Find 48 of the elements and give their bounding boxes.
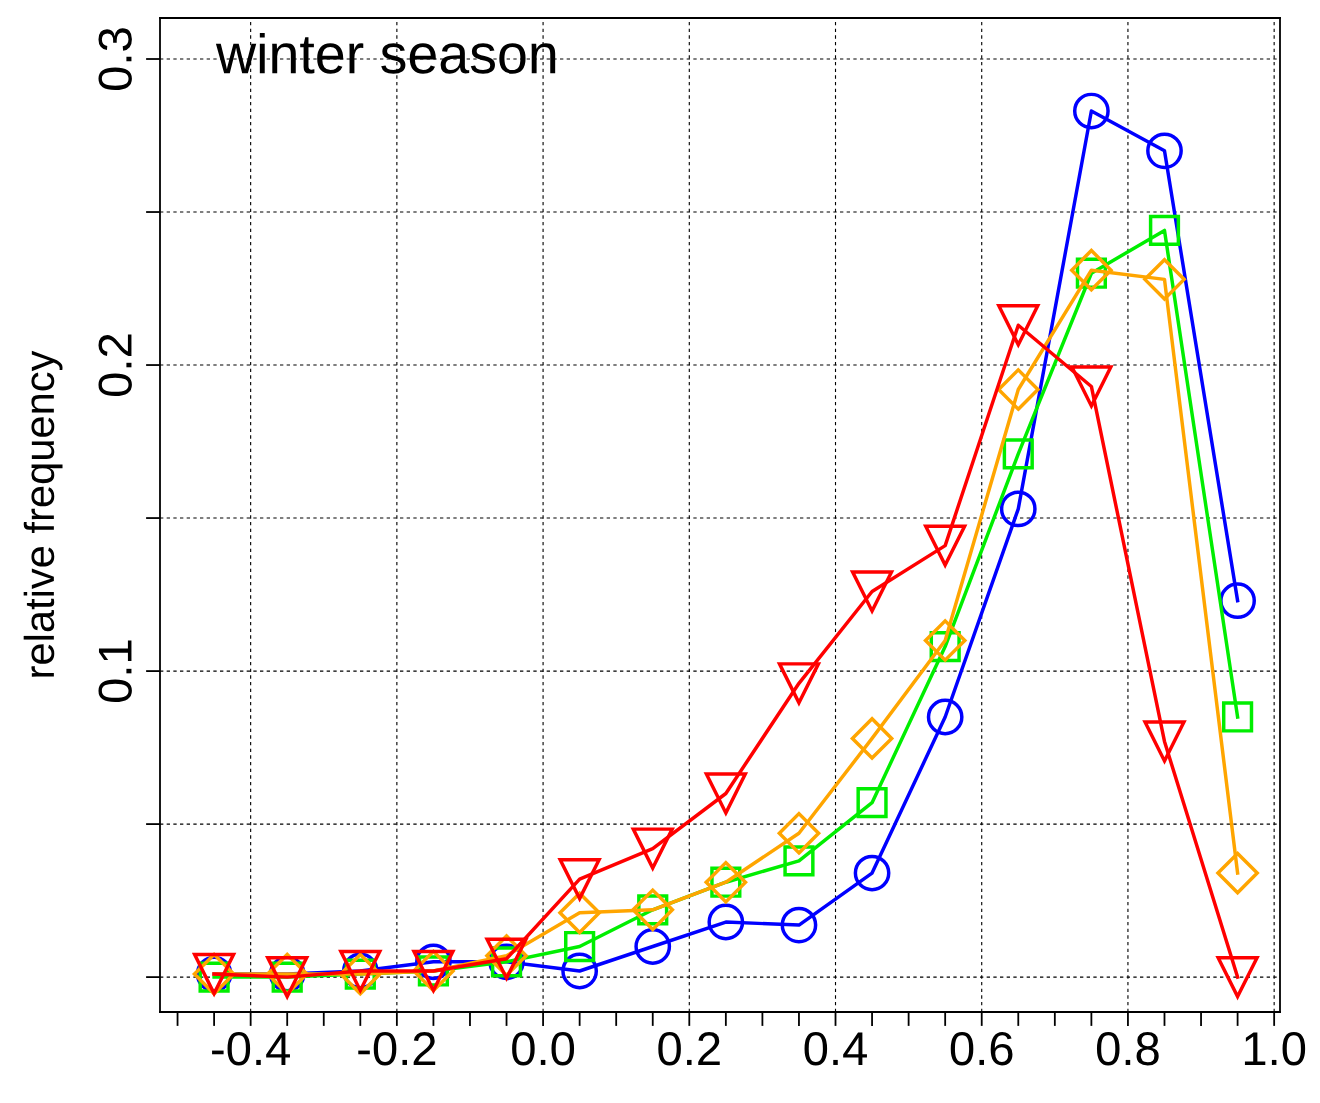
- x-tick-label: 1.0: [1244, 1032, 1306, 1066]
- y-tick-label: 0.1: [98, 640, 132, 703]
- x-tick-label: 0.4: [804, 1032, 867, 1066]
- point: [1070, 365, 1113, 408]
- point: [776, 662, 822, 707]
- x-tick-label: 0.2: [658, 1032, 720, 1066]
- x-tick-label: -0.2: [358, 1032, 436, 1066]
- point: [1216, 851, 1259, 895]
- point: [999, 490, 1037, 528]
- point: [1002, 438, 1034, 470]
- point: [631, 827, 674, 870]
- point: [1072, 92, 1110, 130]
- point: [853, 854, 891, 892]
- x-tick-label: 0.8: [1096, 1032, 1159, 1066]
- point: [1146, 132, 1183, 170]
- point: [1143, 257, 1186, 301]
- point: [856, 787, 888, 819]
- point: [557, 858, 602, 903]
- y-tick-label: 0.2: [98, 334, 132, 397]
- point: [707, 903, 745, 941]
- x-tick-label: 0.6: [950, 1032, 1013, 1066]
- point: [704, 772, 748, 815]
- y-tick-label: 0.3: [98, 28, 132, 90]
- point: [704, 860, 748, 904]
- point: [780, 906, 818, 944]
- point: [850, 717, 894, 760]
- point: [564, 930, 596, 963]
- point: [996, 368, 1040, 411]
- point: [1148, 214, 1181, 247]
- point: [777, 811, 821, 855]
- point: [1221, 701, 1254, 733]
- point: [558, 891, 602, 935]
- chart-title: winter season: [215, 32, 556, 74]
- point: [923, 619, 967, 662]
- point: [923, 524, 967, 567]
- point: [926, 698, 964, 736]
- point: [783, 845, 815, 877]
- point: [850, 570, 894, 613]
- point: [634, 928, 672, 965]
- point: [1070, 248, 1113, 292]
- point: [1215, 955, 1260, 1001]
- point: [631, 888, 675, 932]
- point: [561, 952, 599, 990]
- x-tick-label: -0.4: [212, 1032, 290, 1066]
- y-axis-title: relative frequency: [23, 350, 63, 677]
- point: [996, 304, 1041, 349]
- point: [1143, 720, 1186, 763]
- x-tick-label: 0.0: [512, 1032, 575, 1066]
